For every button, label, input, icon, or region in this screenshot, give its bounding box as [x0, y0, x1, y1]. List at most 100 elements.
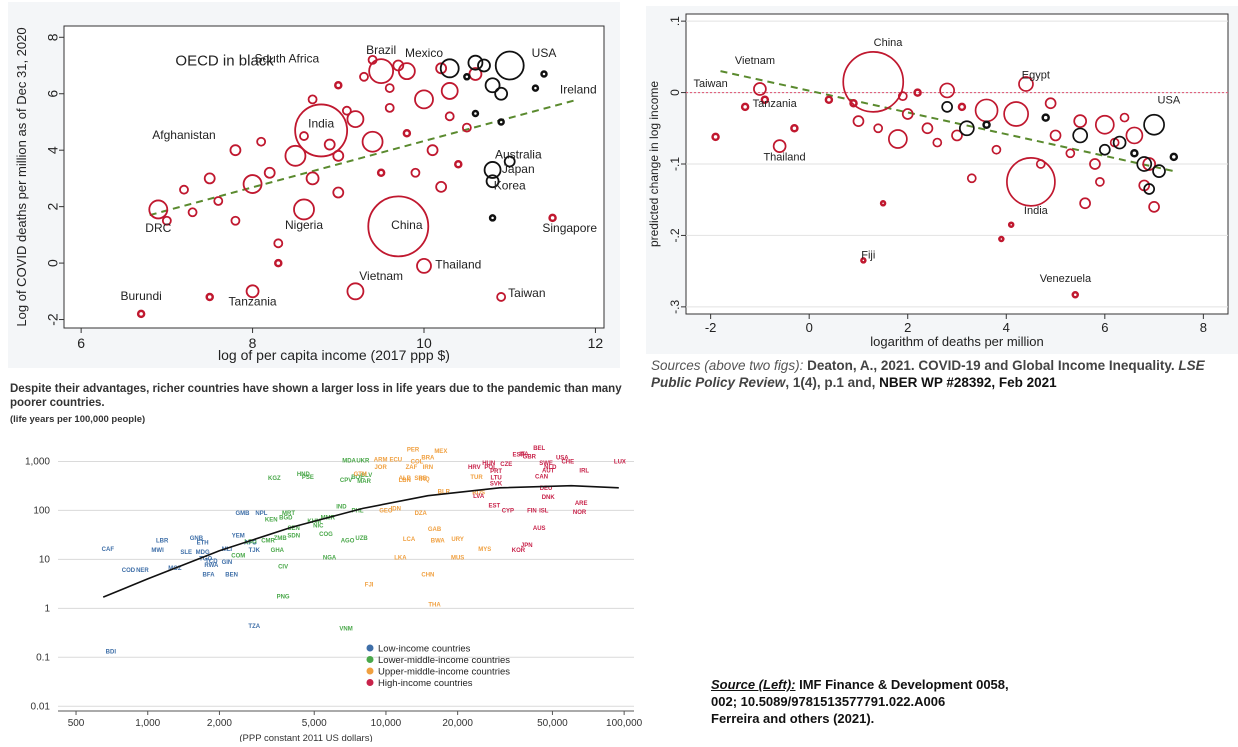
- country-point: [897, 91, 908, 101]
- country-code: GNB: [190, 536, 204, 542]
- country-point: [941, 101, 953, 113]
- country-point: [367, 195, 430, 258]
- country-label: Venezuela: [1040, 273, 1092, 285]
- country-code: COG: [319, 532, 333, 538]
- country-point: [959, 120, 975, 137]
- country-point: [1119, 112, 1130, 123]
- country-code: ETH: [197, 541, 209, 547]
- country-code: CPV: [340, 478, 352, 484]
- chart-title-line1: Despite their advantages, richer countri…: [10, 383, 622, 395]
- country-point: [368, 58, 395, 85]
- legend-marker: [366, 679, 374, 686]
- country-point: [494, 50, 525, 81]
- source-left-label: Source (Left):: [711, 677, 796, 692]
- country-point: [346, 110, 365, 129]
- country-code: MLI: [222, 547, 233, 553]
- x-tick-label: 0: [806, 320, 813, 335]
- country-point: [772, 139, 787, 153]
- country-label: China: [391, 218, 423, 232]
- country-label: Fiji: [861, 249, 875, 261]
- country-label: Mexico: [405, 46, 443, 60]
- country-point: [1044, 97, 1057, 110]
- country-code: TZA: [248, 624, 260, 630]
- country-code: ESP: [512, 453, 524, 459]
- country-point: [454, 160, 463, 169]
- country-code: TUR: [470, 475, 483, 481]
- country-code: MDA: [342, 459, 356, 465]
- country-point: [334, 81, 343, 90]
- country-label: India: [308, 117, 334, 131]
- country-label: USA: [1158, 94, 1181, 106]
- country-code: LKA: [394, 555, 407, 561]
- country-code: SLE: [180, 550, 192, 556]
- country-code: PHL: [352, 509, 364, 515]
- x-tick-label: 2,000: [207, 718, 232, 729]
- chart-title-line2: poorer countries.: [10, 397, 105, 409]
- y-tick-label: 0.1: [36, 652, 50, 663]
- country-point: [1130, 149, 1139, 158]
- country-code: USA: [556, 455, 569, 461]
- country-point: [392, 59, 405, 72]
- sources-top-label: Sources (above two figs):: [651, 358, 804, 373]
- country-code: DZA: [415, 511, 428, 517]
- country-point: [435, 180, 448, 193]
- country-code: JOR: [374, 465, 387, 471]
- country-point: [951, 129, 963, 142]
- country-point: [1041, 113, 1050, 122]
- country-code: BGD: [279, 516, 293, 522]
- x-tick-label: 6: [77, 335, 85, 351]
- country-code: LVA: [473, 494, 485, 500]
- country-code: CHE: [561, 460, 574, 466]
- country-point: [203, 172, 216, 185]
- x-tick-label: 10: [416, 335, 432, 351]
- country-code: MYS: [478, 547, 491, 553]
- country-code: AUS: [533, 526, 546, 532]
- country-point: [998, 235, 1005, 243]
- country-code: UKR: [356, 459, 370, 465]
- x-axis-label: logarithm of deaths per million: [870, 334, 1043, 349]
- trend-line: [720, 70, 1175, 173]
- country-point: [1007, 221, 1015, 228]
- country-point: [1112, 135, 1127, 150]
- country-code: CAN: [535, 474, 548, 480]
- country-code: ZMB: [274, 536, 288, 542]
- country-code: GEO: [379, 509, 393, 515]
- country-code: YEM: [232, 533, 245, 539]
- country-code: BEL: [533, 446, 545, 452]
- country-point: [341, 105, 352, 116]
- country-code: SWE: [539, 461, 553, 467]
- y-tick-label: 6: [45, 90, 61, 98]
- country-point: [1143, 183, 1156, 195]
- country-code: IRN: [423, 465, 433, 471]
- country-code: COD: [122, 568, 136, 574]
- country-point: [494, 86, 509, 101]
- country-point: [414, 89, 434, 110]
- y-tick-label: 0: [45, 259, 61, 267]
- country-code: MWI: [151, 548, 164, 554]
- country-point: [376, 168, 386, 178]
- country-code: AUT: [542, 468, 555, 474]
- country-code: TCD: [205, 559, 218, 565]
- country-code: KHM: [307, 519, 321, 525]
- source-left-line3: Ferreira and others (2021).: [711, 711, 875, 726]
- country-point: [740, 102, 750, 112]
- x-tick-label: 4: [1003, 320, 1010, 335]
- country-code: TJK: [249, 548, 261, 554]
- country-point: [305, 171, 320, 186]
- country-code: EST: [488, 503, 500, 509]
- country-code: MMR: [321, 516, 336, 522]
- country-point: [957, 102, 967, 112]
- country-point: [468, 67, 483, 81]
- country-point: [753, 82, 767, 96]
- x-tick-label: 100,000: [606, 718, 642, 729]
- country-point: [484, 77, 501, 94]
- country-code: IRL: [579, 468, 589, 474]
- chart-subtitle: (life years per 100,000 people): [10, 414, 145, 425]
- country-code: SRB: [414, 476, 427, 482]
- legend-label: Upper-middle-income countries: [378, 667, 510, 678]
- country-point: [274, 258, 283, 268]
- legend-label: High-income countries: [378, 678, 473, 689]
- country-label: DRC: [145, 221, 171, 235]
- country-code: GAB: [428, 527, 442, 533]
